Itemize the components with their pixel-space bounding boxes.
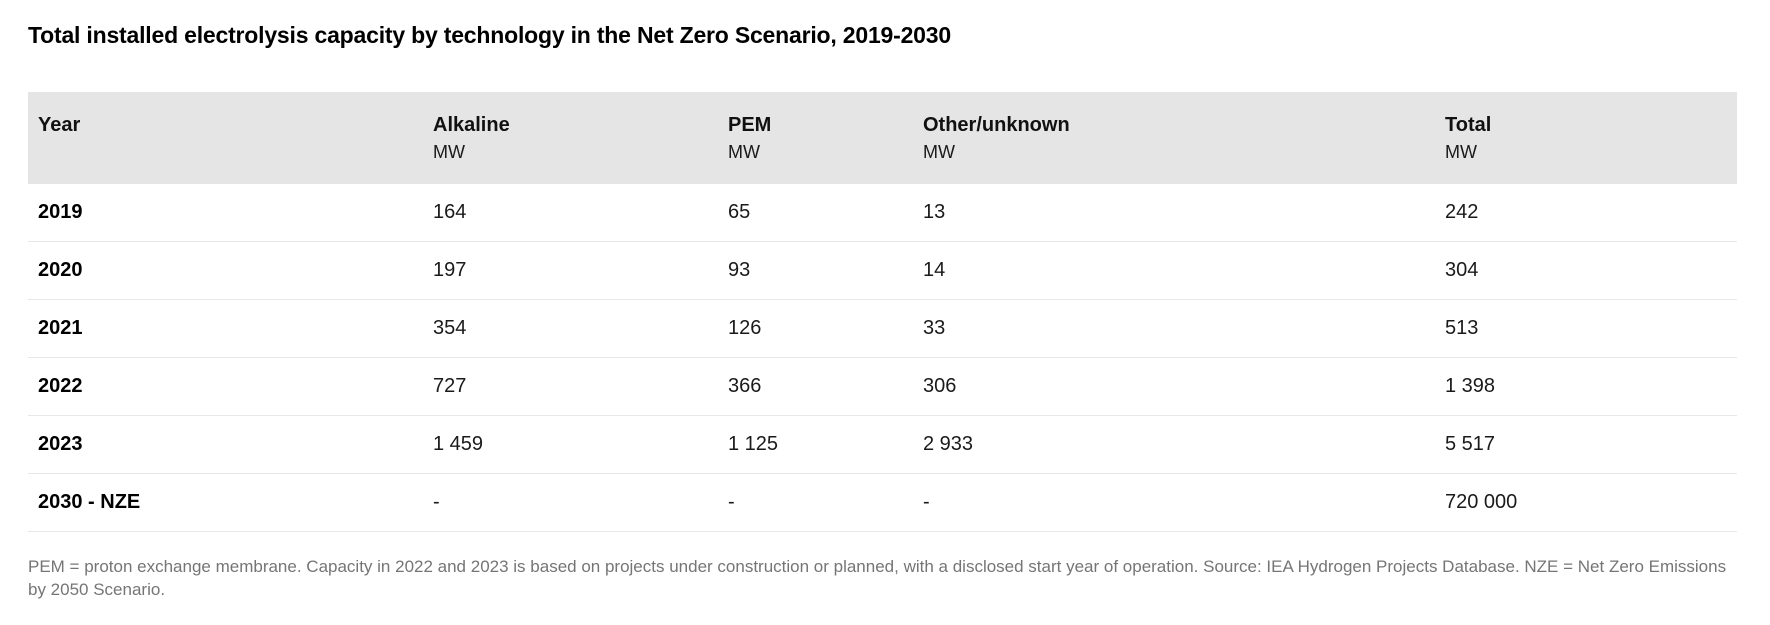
footnote: PEM = proton exchange membrane. Capacity… <box>28 557 1727 599</box>
unit-label: MW <box>433 142 465 162</box>
other-value-cell: 14 <box>913 241 1435 300</box>
year-cell: 2019 <box>28 184 423 242</box>
table-row: 2022 727 366 306 1 398 <box>28 357 1737 416</box>
table-row: 2021 354 126 33 513 <box>28 299 1737 358</box>
table-header-row: Year Alkaline MW PEM MW Other/unknown MW… <box>28 92 1737 184</box>
capacity-table: Year Alkaline MW PEM MW Other/unknown MW… <box>28 92 1737 532</box>
year-cell: 2020 <box>28 241 423 300</box>
pem-value-cell: - <box>718 473 913 532</box>
other-value-cell: - <box>913 473 1435 532</box>
unit-label: MW <box>923 142 955 162</box>
other-value-cell: 2 933 <box>913 415 1435 474</box>
table-row: 2020 197 93 14 304 <box>28 241 1737 300</box>
pem-value-cell: 126 <box>718 299 913 358</box>
alkaline-value-cell: 1 459 <box>423 415 718 474</box>
other-value-cell: 33 <box>913 299 1435 358</box>
year-cell: 2023 <box>28 415 423 474</box>
column-header-alkaline: Alkaline MW <box>423 92 718 184</box>
table-row: 2023 1 459 1 125 2 933 5 517 <box>28 415 1737 474</box>
unit-label <box>38 141 413 163</box>
unit-label: MW <box>1445 142 1477 162</box>
other-value-cell: 13 <box>913 184 1435 242</box>
column-label: PEM <box>728 114 772 136</box>
year-cell: 2022 <box>28 357 423 416</box>
total-value-cell: 720 000 <box>1435 473 1737 532</box>
column-header-pem: PEM MW <box>718 92 913 184</box>
alkaline-value-cell: 197 <box>423 241 718 300</box>
alkaline-value-cell: 727 <box>423 357 718 416</box>
total-value-cell: 304 <box>1435 241 1737 300</box>
column-label: Other/unknown <box>923 114 1070 136</box>
pem-value-cell: 366 <box>718 357 913 416</box>
table-row: 2019 164 65 13 242 <box>28 184 1737 242</box>
other-value-cell: 306 <box>913 357 1435 416</box>
table-row: 2030 - NZE - - - 720 000 <box>28 473 1737 532</box>
total-value-cell: 513 <box>1435 299 1737 358</box>
alkaline-value-cell: 164 <box>423 184 718 242</box>
column-header-other: Other/unknown MW <box>913 92 1435 184</box>
column-label: Total <box>1445 114 1492 136</box>
pem-value-cell: 65 <box>718 184 913 242</box>
year-cell: 2030 - NZE <box>28 473 423 532</box>
page-title: Total installed electrolysis capacity by… <box>28 22 951 48</box>
total-value-cell: 242 <box>1435 184 1737 242</box>
column-header-year: Year <box>28 92 423 184</box>
column-label: Year <box>38 114 81 136</box>
total-value-cell: 5 517 <box>1435 415 1737 474</box>
alkaline-value-cell: 354 <box>423 299 718 358</box>
pem-value-cell: 1 125 <box>718 415 913 474</box>
pem-value-cell: 93 <box>718 241 913 300</box>
unit-label: MW <box>728 142 760 162</box>
total-value-cell: 1 398 <box>1435 357 1737 416</box>
column-header-total: Total MW <box>1435 92 1737 184</box>
column-label: Alkaline <box>433 114 510 136</box>
year-cell: 2021 <box>28 299 423 358</box>
alkaline-value-cell: - <box>423 473 718 532</box>
